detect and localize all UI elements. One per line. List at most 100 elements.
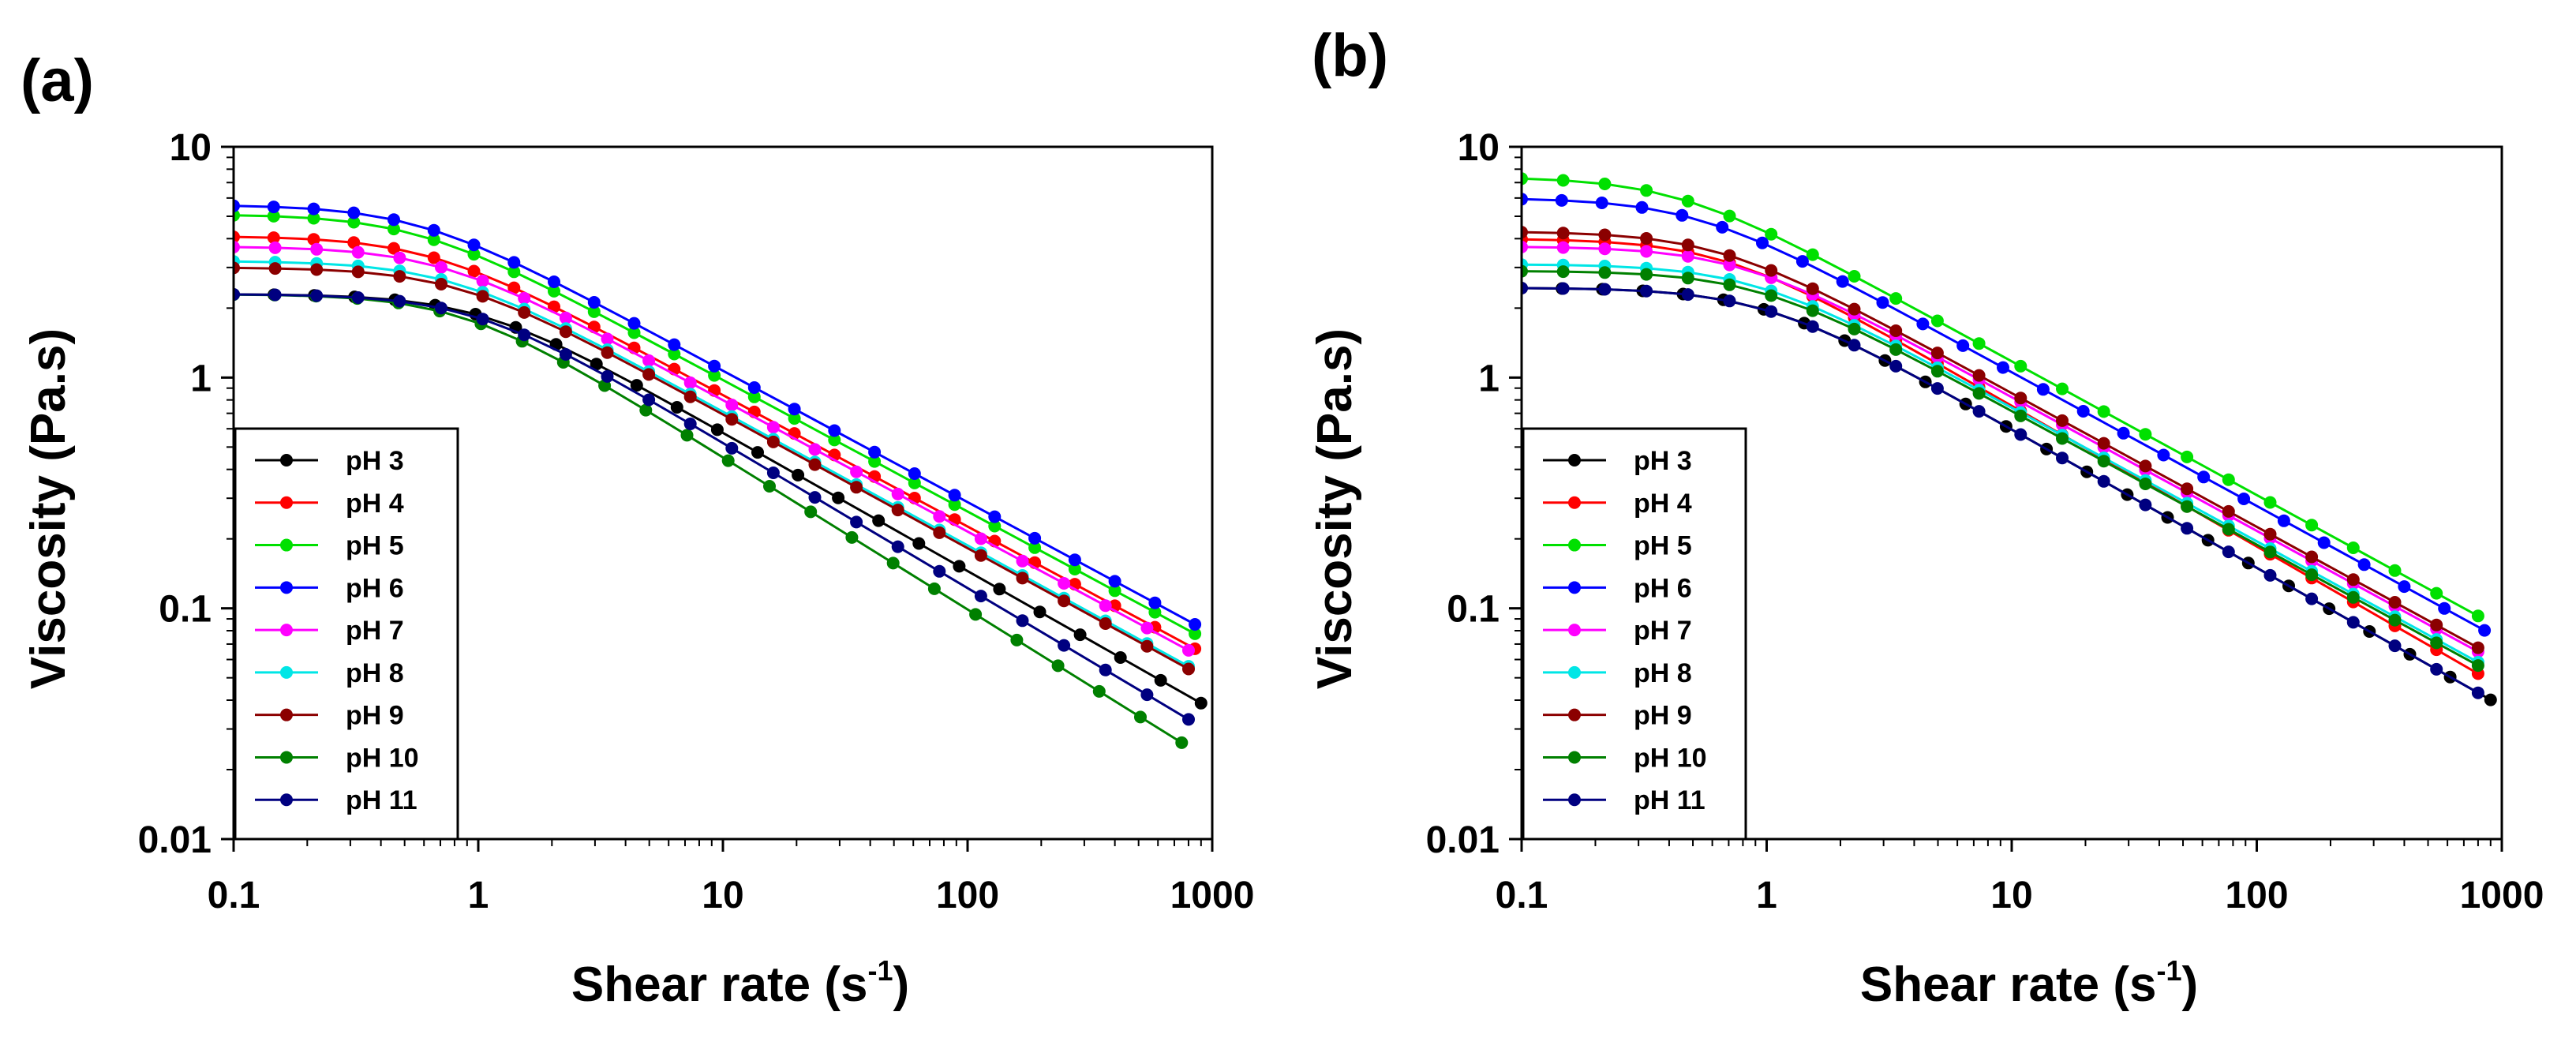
- data-point: [1555, 193, 1568, 207]
- data-point: [642, 354, 656, 367]
- y-tick-label: 10: [1458, 127, 1500, 169]
- data-point: [2097, 474, 2110, 488]
- data-point: [1556, 174, 1570, 187]
- data-point: [1756, 236, 1769, 249]
- x-tick-label: 100: [2225, 875, 2288, 916]
- data-point: [974, 532, 987, 545]
- data-point: [2305, 568, 2319, 582]
- data-point: [683, 376, 697, 389]
- data-point: [1114, 651, 1127, 664]
- data-point: [1635, 200, 1649, 214]
- x-axis-title-main: Shear rate (s: [571, 957, 868, 1012]
- data-point: [601, 332, 614, 346]
- data-point: [804, 505, 818, 519]
- data-point: [1681, 272, 1694, 285]
- data-point: [1765, 227, 1778, 241]
- data-point: [1765, 264, 1778, 277]
- data-point: [630, 379, 643, 392]
- data-point: [891, 504, 904, 517]
- legend-swatch-marker: [280, 581, 293, 594]
- data-point: [1676, 208, 1689, 222]
- data-point: [234, 261, 240, 275]
- legend-label: pH 9: [1634, 701, 1692, 731]
- x-axis-title-close: ): [2182, 957, 2199, 1012]
- data-point: [2139, 498, 2152, 512]
- series-line: [234, 245, 1189, 652]
- data-point: [1033, 605, 1046, 619]
- y-tick-label: 10: [170, 127, 212, 169]
- data-point: [1099, 663, 1112, 676]
- legend-swatch-marker: [1568, 581, 1581, 594]
- y-tick-label: 0.01: [1426, 819, 1500, 861]
- data-point: [683, 418, 697, 430]
- data-point: [267, 200, 280, 214]
- data-point: [1598, 242, 1612, 256]
- data-point: [974, 590, 987, 603]
- data-point: [2237, 493, 2251, 505]
- data-point: [766, 421, 780, 434]
- data-point: [2471, 609, 2484, 623]
- data-point: [933, 564, 946, 578]
- data-point: [1681, 249, 1694, 263]
- data-point: [988, 510, 1002, 523]
- data-point: [2263, 568, 2277, 582]
- data-point: [1876, 296, 1889, 309]
- data-point: [1148, 596, 1162, 609]
- legend-item: pH 3: [255, 446, 404, 476]
- data-point: [1889, 343, 1903, 356]
- data-point: [1598, 266, 1612, 279]
- legend-label: pH 7: [346, 616, 404, 646]
- data-point: [435, 302, 447, 315]
- data-point: [912, 537, 926, 550]
- legend-swatch-marker: [1568, 751, 1581, 764]
- data-point: [2222, 504, 2235, 518]
- data-point: [351, 245, 365, 259]
- data-point: [2139, 459, 2152, 473]
- data-point: [1522, 172, 1528, 185]
- legend-item: pH 3: [1543, 446, 1692, 476]
- data-point: [1010, 633, 1024, 646]
- data-point: [2263, 496, 2277, 509]
- data-point: [670, 401, 683, 414]
- data-point: [933, 510, 946, 523]
- legend-item: pH 8: [255, 658, 404, 688]
- data-point: [1016, 614, 1029, 628]
- y-axis-title: Viscosity (Pa.s): [1308, 328, 1362, 689]
- data-point: [2036, 383, 2050, 396]
- data-point: [307, 202, 320, 215]
- data-point: [427, 233, 440, 246]
- data-point: [808, 491, 822, 504]
- chart-panel-a: (a) 0.1 1 10 100 1000 0.01 0.1 1 10 Shear rate (s-…: [21, 47, 1254, 1012]
- data-point: [1068, 553, 1081, 567]
- series-ph-11: [234, 288, 1195, 726]
- data-point: [1723, 278, 1736, 291]
- data-point: [1723, 249, 1736, 262]
- data-point: [1140, 621, 1154, 635]
- series-line: [1522, 270, 2479, 667]
- data-point: [1640, 232, 1653, 245]
- data-point: [1182, 662, 1195, 676]
- data-point: [908, 476, 921, 489]
- data-point: [1972, 405, 1986, 418]
- data-point: [601, 369, 614, 383]
- data-point: [1806, 320, 1819, 333]
- data-point: [2388, 639, 2402, 653]
- legend-item: pH 4: [1543, 489, 1692, 519]
- data-point: [467, 238, 481, 252]
- series-ph-4: [234, 230, 1202, 655]
- data-point: [351, 265, 365, 279]
- data-point: [1640, 245, 1653, 258]
- data-point: [2014, 428, 2027, 441]
- data-point: [1140, 688, 1154, 702]
- data-point: [427, 251, 440, 264]
- data-point: [1765, 289, 1778, 302]
- data-point: [1972, 387, 1986, 400]
- data-point: [2346, 573, 2360, 586]
- panel-label: (a): [21, 47, 94, 114]
- data-point: [1640, 184, 1653, 197]
- data-point: [747, 390, 761, 403]
- data-point: [1889, 324, 1903, 337]
- series-ph-6: [234, 199, 1202, 631]
- data-point: [2430, 662, 2443, 676]
